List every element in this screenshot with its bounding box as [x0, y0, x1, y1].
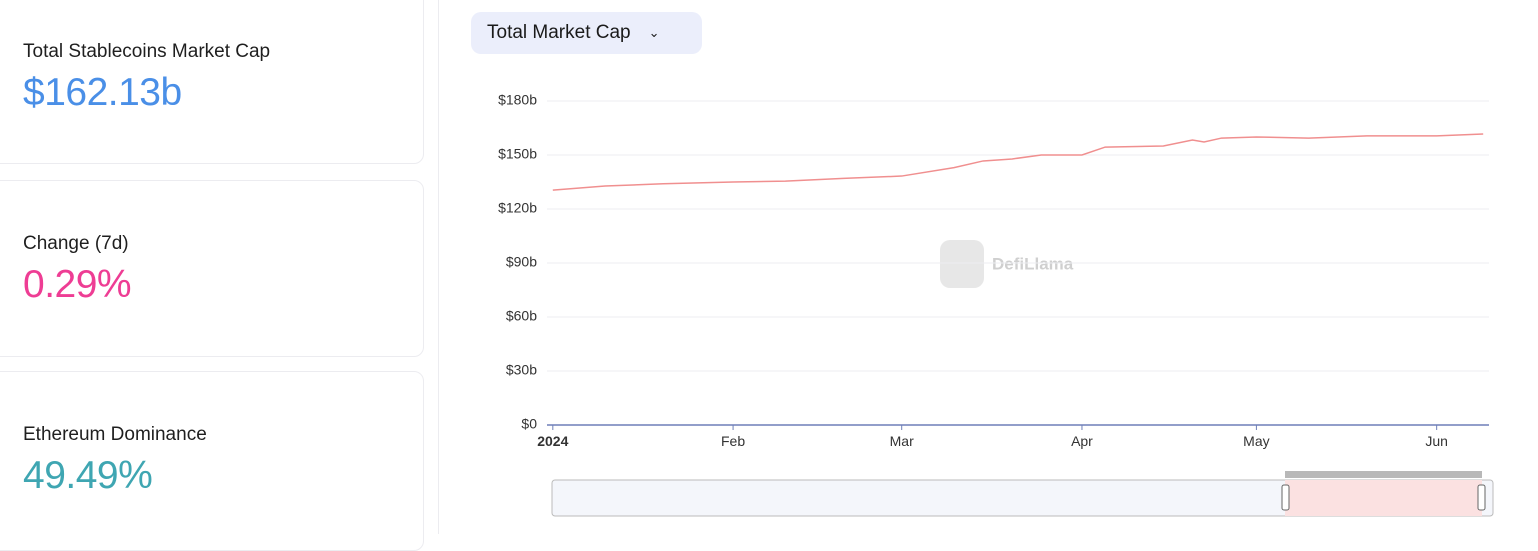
y-tick-label: $150b: [498, 146, 537, 162]
stat-value: $162.13b: [23, 71, 182, 114]
x-tick-label: May: [1243, 433, 1269, 449]
x-tick-label: Mar: [890, 433, 914, 449]
y-tick-label: $60b: [506, 308, 537, 324]
stat-label: Change (7d): [23, 233, 129, 254]
chart-selector[interactable]: Total Market Cap ⌄: [471, 12, 702, 54]
divider: [438, 0, 439, 534]
y-tick-label: $0: [521, 416, 537, 432]
y-tick-label: $90b: [506, 254, 537, 270]
x-tick-label: Apr: [1071, 433, 1093, 449]
x-tick-label: 2024: [537, 433, 568, 449]
stat-card: Ethereum Dominance 49.49%: [0, 371, 424, 551]
series-line: [552, 133, 1484, 191]
x-tick-label: Jun: [1425, 433, 1448, 449]
stat-label: Ethereum Dominance: [23, 424, 207, 445]
selector-label: Total Market Cap: [487, 22, 631, 43]
brush[interactable]: [551, 471, 1494, 517]
chart: DefiLlama $0 $30b $60b $90b $120b $150b $180b 2…: [498, 92, 1494, 517]
watermark-text: DefiLlama: [992, 254, 1074, 273]
stat-value: 0.29%: [23, 263, 132, 306]
stat-value: 49.49%: [23, 454, 153, 497]
page: Total Stablecoins Market Cap $162.13b Ch…: [0, 0, 1494, 551]
watermark: DefiLlama: [940, 240, 1074, 288]
stat-label: Total Stablecoins Market Cap: [23, 41, 271, 62]
y-tick-label: $30b: [506, 362, 537, 378]
x-tick-label: Feb: [721, 433, 745, 449]
y-tick-label: $180b: [498, 92, 537, 108]
y-tick-label: $120b: [498, 200, 537, 216]
stat-card: Total Stablecoins Market Cap $162.13b: [0, 0, 424, 164]
stat-card: Change (7d) 0.29%: [0, 180, 424, 357]
chevron: ⌄: [648, 25, 660, 40]
